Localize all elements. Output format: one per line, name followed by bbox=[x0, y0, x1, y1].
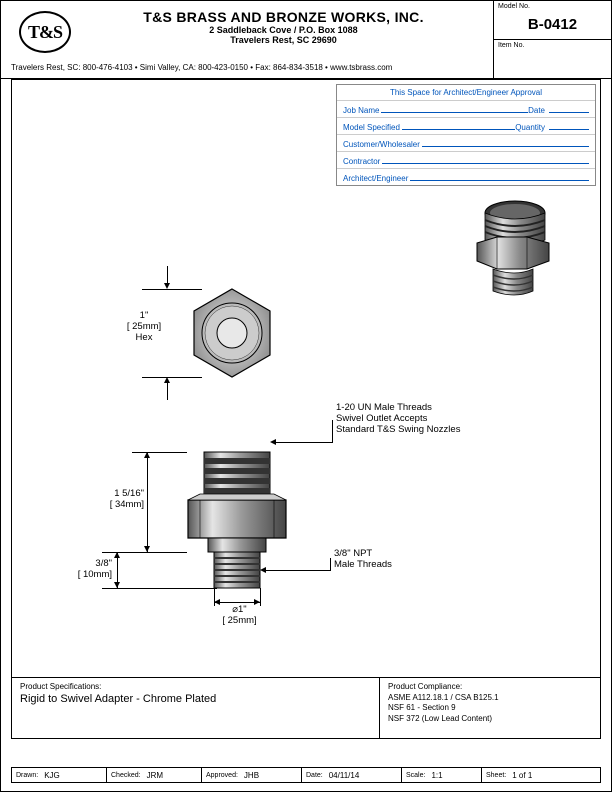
approval-architect-field[interactable] bbox=[410, 171, 589, 181]
approval-model-field[interactable] bbox=[402, 120, 515, 130]
logo-text: T&S bbox=[28, 22, 62, 43]
compliance-line-1: ASME A112.18.1 / CSA B125.1 bbox=[388, 693, 592, 703]
contact-line: Travelers Rest, SC: 800-476-4103 • Simi … bbox=[11, 63, 481, 72]
approval-qty-label: Quantity bbox=[515, 123, 545, 132]
model-number: B-0412 bbox=[494, 12, 611, 33]
approval-jobname-field[interactable] bbox=[381, 103, 528, 113]
dim-thread-height: 3/8" [ 10mm] bbox=[60, 558, 112, 580]
title-block: Drawn: KJG Checked: JRM Approved: JHB Date:… bbox=[11, 767, 601, 783]
checked-value: JRM bbox=[147, 771, 163, 780]
header: T&S T&S BRASS AND BRONZE WORKS, INC. 2 S… bbox=[1, 1, 611, 79]
approval-customer-label: Customer/Wholesaler bbox=[343, 140, 420, 149]
scale-label: Scale: bbox=[406, 772, 425, 779]
top-view-drawing bbox=[182, 283, 282, 383]
compliance-line-3: NSF 372 (Low Lead Content) bbox=[388, 714, 592, 724]
approval-contractor-field[interactable] bbox=[382, 154, 589, 164]
item-label: Item No. bbox=[494, 40, 611, 51]
sheet-label: Sheet: bbox=[486, 772, 506, 779]
company-block: T&S BRASS AND BRONZE WORKS, INC. 2 Saddl… bbox=[86, 9, 481, 45]
date-label: Date: bbox=[306, 772, 323, 779]
approval-jobname-label: Job Name bbox=[343, 106, 379, 115]
approved-label: Approved: bbox=[206, 772, 238, 779]
company-name: T&S BRASS AND BRONZE WORKS, INC. bbox=[86, 9, 481, 25]
approval-title: This Space for Architect/Engineer Approv… bbox=[337, 85, 595, 100]
scale-value: 1:1 bbox=[431, 771, 442, 780]
side-view-drawing bbox=[182, 450, 292, 595]
approval-contractor-label: Contractor bbox=[343, 157, 380, 166]
approval-qty-field[interactable] bbox=[549, 120, 589, 130]
model-box: Model No. B-0412 Item No. bbox=[493, 1, 611, 79]
approval-date-field[interactable] bbox=[549, 103, 589, 113]
date-value: 04/11/14 bbox=[329, 771, 360, 780]
drawing-area: This Space for Architect/Engineer Approv… bbox=[11, 79, 601, 739]
compliance-line-2: NSF 61 - Section 9 bbox=[388, 703, 592, 713]
company-logo: T&S bbox=[19, 11, 71, 53]
callout-top-thread: 1-20 UN Male Threads Swivel Outlet Accep… bbox=[336, 402, 460, 435]
approval-date-label: Date bbox=[528, 106, 545, 115]
sheet-value: 1 of 1 bbox=[512, 771, 532, 780]
drawn-value: KJG bbox=[44, 771, 60, 780]
company-address-1: 2 Saddleback Cove / P.O. Box 1088 bbox=[86, 25, 481, 35]
drawn-label: Drawn: bbox=[16, 772, 38, 779]
model-label: Model No. bbox=[494, 1, 611, 12]
spec-box: Product Specifications: Rigid to Swivel … bbox=[11, 677, 601, 739]
dim-overall-height: 1 5/16" [ 34mm] bbox=[88, 488, 144, 510]
approval-box: This Space for Architect/Engineer Approv… bbox=[336, 84, 596, 186]
approval-customer-field[interactable] bbox=[422, 137, 589, 147]
spec-right-title: Product Compliance: bbox=[388, 682, 592, 691]
dim-hex-width: 1" [ 25mm] Hex bbox=[120, 310, 168, 343]
approved-value: JHB bbox=[244, 771, 259, 780]
checked-label: Checked: bbox=[111, 772, 141, 779]
approval-model-label: Model Specified bbox=[343, 123, 400, 132]
spec-left-title: Product Specifications: bbox=[20, 682, 371, 691]
isometric-view bbox=[465, 195, 560, 305]
callout-bottom-thread: 3/8" NPT Male Threads bbox=[334, 548, 392, 570]
spec-left-body: Rigid to Swivel Adapter - Chrome Plated bbox=[20, 691, 371, 705]
approval-architect-label: Architect/Engineer bbox=[343, 174, 408, 183]
dim-od: ⌀1" [ 25mm] bbox=[212, 604, 267, 626]
company-address-2: Travelers Rest, SC 29690 bbox=[86, 35, 481, 45]
